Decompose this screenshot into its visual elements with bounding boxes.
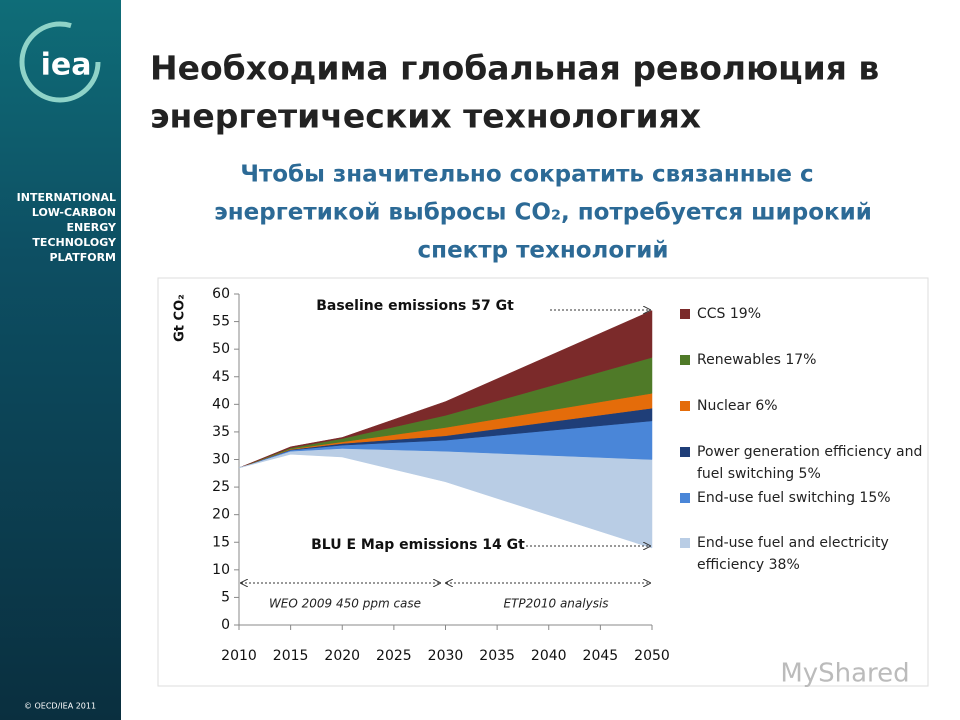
annotation: BLU E Map emissions 14 Gt	[311, 537, 525, 553]
legend-label: End-use fuel switching 15%	[697, 490, 891, 506]
y-tick-label: 45	[212, 369, 230, 385]
x-tick-label: 2020	[324, 648, 360, 664]
x-tick-label: 2045	[583, 648, 619, 664]
legend-label: Nuclear 6%	[697, 398, 778, 414]
annotation: ETP2010 analysis	[503, 597, 608, 611]
legend-swatch	[680, 355, 690, 365]
y-tick-label: 10	[212, 562, 230, 578]
x-tick-label: 2030	[428, 648, 464, 664]
y-tick-label: 5	[221, 589, 230, 605]
annotation: WEO 2009 450 ppm case	[269, 597, 421, 611]
legend-label: Power generation efficiency and fuel swi…	[697, 444, 923, 482]
y-tick-label: 40	[212, 396, 230, 412]
y-tick-label: 25	[212, 479, 230, 495]
platform-line: LOW-CARBON	[32, 206, 116, 219]
y-tick-label: 30	[212, 452, 230, 468]
logo: iea	[41, 48, 92, 83]
legend-swatch	[680, 493, 690, 503]
y-axis-label: Gt CO₂	[173, 294, 188, 342]
sidebar	[0, 0, 121, 720]
copyright: © OECD/IEA 2011	[24, 702, 96, 711]
title: Необходима глобальная революция в	[150, 49, 879, 88]
legend-label: End-use fuel and electricity efficiency …	[697, 535, 889, 573]
legend-swatch	[680, 309, 690, 319]
watermark: MyShared	[780, 659, 909, 689]
platform-line: TECHNOLOGY	[32, 236, 117, 249]
platform: INTERNATIONAL LOW-CARBON ENERGY TECHNOLO…	[17, 191, 117, 264]
y-tick-label: 35	[212, 424, 230, 440]
subtitle: Чтобы значительно сократить связанные с	[240, 162, 813, 188]
x-tick-label: 2050	[634, 648, 670, 664]
legend-label: CCS 19%	[697, 306, 762, 322]
y-tick-label: 50	[212, 341, 230, 357]
y-tick-label: 15	[212, 534, 230, 550]
legend-swatch	[680, 538, 690, 548]
x-tick-label: 2035	[479, 648, 515, 664]
area	[238, 310, 653, 469]
x-tick-label: 2025	[376, 648, 412, 664]
legend-label: Renewables 17%	[697, 352, 817, 368]
platform-line: INTERNATIONAL	[17, 191, 116, 204]
y-tick-label: 55	[212, 314, 230, 330]
y-tick-label: 20	[212, 507, 230, 523]
legend-swatch	[680, 447, 690, 457]
subtitle: энергетикой выбросы CO₂, потребуется шир…	[214, 200, 872, 226]
y-tick-label: 60	[212, 286, 230, 302]
subtitle: спектр технологий	[418, 238, 669, 264]
y-tick-label: 0	[221, 617, 230, 633]
annotation: Baseline emissions 57 Gt	[316, 298, 514, 314]
platform-line: PLATFORM	[49, 251, 116, 264]
legend-swatch	[680, 401, 690, 411]
title: энергетических технологиях	[150, 97, 701, 136]
x-tick-label: 2010	[221, 648, 257, 664]
logo-ring	[19, 21, 101, 103]
platform-line: ENERGY	[67, 221, 117, 234]
x-tick-label: 2015	[273, 648, 309, 664]
base-line	[238, 453, 653, 549]
x-tick-label: 2040	[531, 648, 567, 664]
